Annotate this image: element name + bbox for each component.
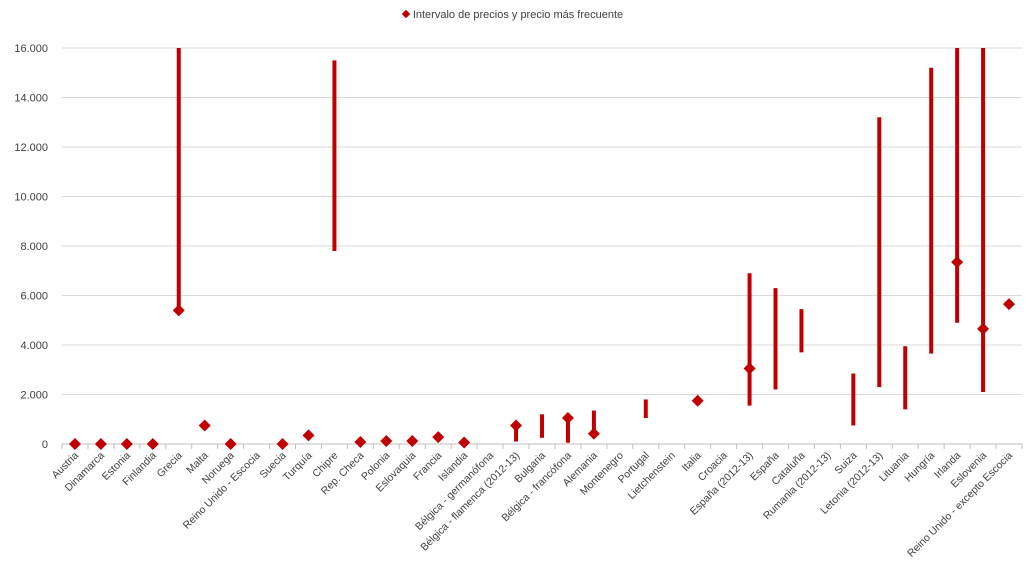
y-tick-label: 6.000 — [20, 291, 48, 303]
y-axis: 0 2.000 4.000 6.000 8.000 10.000 12.000 14.000 1… — [14, 43, 48, 451]
most-frequent-price-point — [172, 304, 185, 317]
most-frequent-price-point — [120, 438, 133, 450]
x-tick-label: Turquía — [281, 450, 315, 484]
x-tick-label: Grecia — [155, 450, 185, 480]
most-frequent-price-point — [587, 427, 600, 440]
most-frequent-price-point — [458, 436, 471, 449]
most-frequent-price-point — [951, 256, 964, 269]
y-tick-label: 8.000 — [20, 241, 48, 253]
y-tick-label: 16.000 — [14, 43, 48, 55]
most-frequent-price-point — [68, 438, 81, 450]
most-frequent-price-point — [198, 419, 211, 432]
y-tick-label: 4.000 — [20, 340, 48, 352]
most-frequent-prices — [68, 256, 1016, 450]
most-frequent-price-point — [561, 412, 574, 425]
most-frequent-price-point — [406, 435, 419, 448]
most-frequent-price-point — [1003, 298, 1016, 311]
most-frequent-price-point — [977, 322, 990, 335]
most-frequent-price-point — [224, 438, 237, 450]
legend-label: Intervalo de precios y precio más frecue… — [412, 9, 624, 21]
most-frequent-price-point — [691, 394, 704, 407]
most-frequent-price-point — [432, 431, 445, 444]
most-frequent-price-point — [276, 438, 289, 450]
y-tick-label: 14.000 — [14, 93, 48, 105]
price-ranges — [176, 48, 986, 443]
most-frequent-price-point — [302, 429, 315, 442]
most-frequent-price-point — [146, 438, 159, 450]
most-frequent-price-point — [380, 435, 393, 448]
most-frequent-price-point — [510, 419, 523, 432]
y-tick-label: 12.000 — [14, 142, 48, 154]
y-tick-label: 10.000 — [14, 192, 48, 204]
most-frequent-price-point — [94, 438, 107, 450]
y-tick-label: 2.000 — [20, 390, 48, 402]
legend: Intervalo de precios y precio más frecue… — [0, 9, 1026, 21]
gridlines — [62, 47, 1022, 445]
most-frequent-price-point — [354, 436, 367, 449]
most-frequent-price-point — [743, 362, 756, 375]
y-tick-label: 0 — [42, 439, 48, 451]
